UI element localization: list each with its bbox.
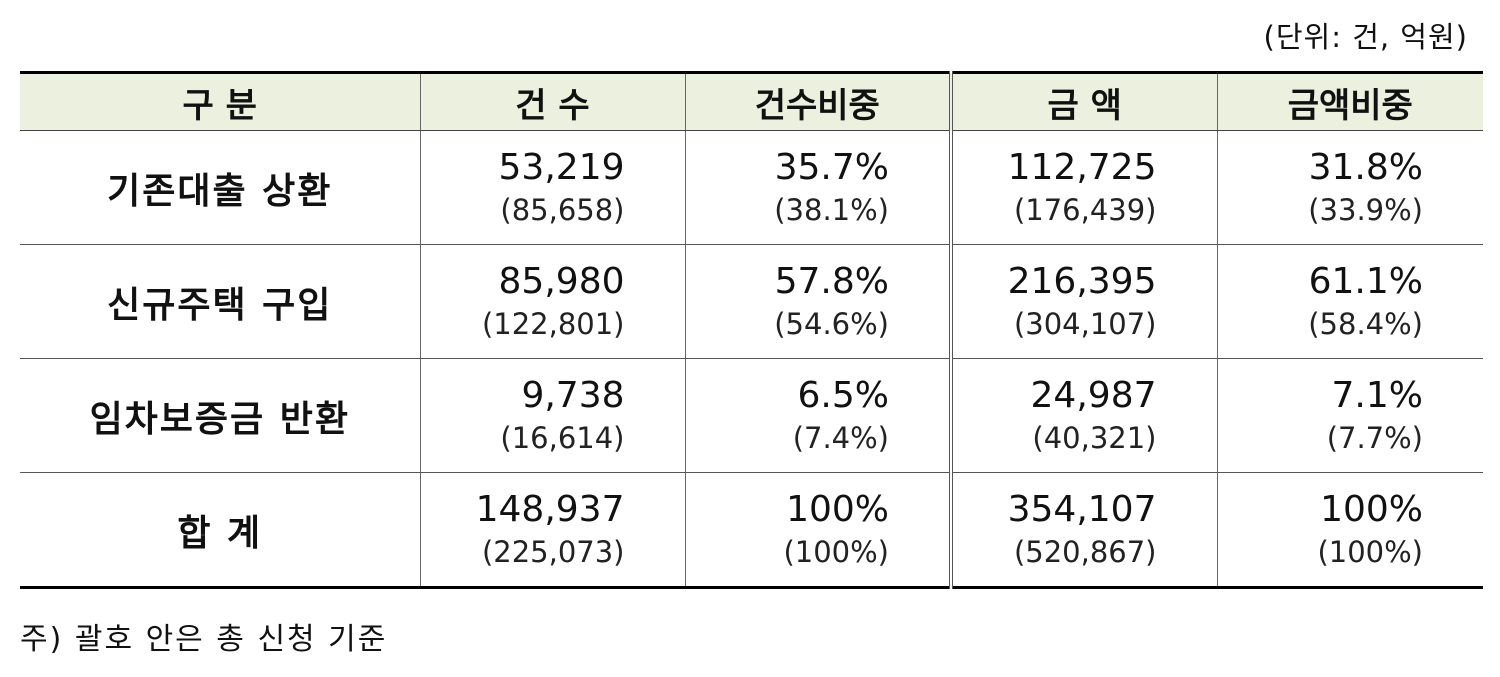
count-share-cell: 57.8% (54.6%) bbox=[684, 244, 951, 359]
footnote: 주) 괄호 안은 총 신청 기준 bbox=[20, 622, 388, 657]
count-share-cell: 100% (100%) bbox=[684, 472, 951, 589]
amount-share-total-value: (33.9%) bbox=[1308, 192, 1423, 227]
amount-cell: 216,395 (304,107) bbox=[949, 244, 1217, 359]
count-share-total-value: (54.6%) bbox=[774, 306, 889, 341]
header-amount: 금 액 bbox=[949, 71, 1217, 131]
count-value: 53,219 bbox=[498, 146, 625, 188]
count-total-value: (85,658) bbox=[500, 192, 625, 227]
count-share-value: 6.5% bbox=[797, 374, 889, 416]
table-row-total: 합 계 148,937 (225,073) 100% (100%) 354,10… bbox=[20, 472, 1483, 589]
amount-cell: 24,987 (40,321) bbox=[949, 358, 1217, 473]
amount-value: 354,107 bbox=[1007, 488, 1157, 530]
row-category: 기존대출 상환 bbox=[20, 130, 420, 245]
count-share-cell: 6.5% (7.4%) bbox=[684, 358, 951, 473]
count-cell: 85,980 (122,801) bbox=[419, 244, 685, 359]
amount-share-cell: 31.8% (33.9%) bbox=[1216, 130, 1483, 245]
table-header-row: 구 분 건 수 건수비중 금 액 금액비중 bbox=[20, 71, 1483, 131]
amount-share-value: 100% bbox=[1320, 488, 1423, 530]
unit-label: (단위: 건, 억원) bbox=[1263, 20, 1468, 54]
amount-total-value: (176,439) bbox=[1013, 192, 1157, 227]
amount-share-value: 31.8% bbox=[1308, 146, 1423, 188]
amount-share-value: 61.1% bbox=[1308, 260, 1423, 302]
count-share-value: 57.8% bbox=[774, 260, 889, 302]
count-total-value: (16,614) bbox=[500, 420, 625, 455]
count-cell: 9,738 (16,614) bbox=[419, 358, 685, 473]
count-share-total-value: (38.1%) bbox=[774, 192, 889, 227]
amount-total-value: (40,321) bbox=[1032, 420, 1157, 455]
count-share-cell: 35.7% (38.1%) bbox=[684, 130, 951, 245]
table-row: 임차보증금 반환 9,738 (16,614) 6.5% (7.4%) 24,9… bbox=[20, 358, 1483, 473]
count-share-value: 100% bbox=[786, 488, 889, 530]
count-cell: 148,937 (225,073) bbox=[419, 472, 685, 589]
count-value: 9,738 bbox=[521, 374, 625, 416]
amount-share-total-value: (58.4%) bbox=[1308, 306, 1423, 341]
amount-share-total-value: (7.7%) bbox=[1326, 420, 1423, 455]
amount-share-cell: 100% (100%) bbox=[1216, 472, 1483, 589]
amount-share-cell: 61.1% (58.4%) bbox=[1216, 244, 1483, 359]
table-row: 기존대출 상환 53,219 (85,658) 35.7% (38.1%) 11… bbox=[20, 130, 1483, 245]
application-stats-table: 구 분 건 수 건수비중 금 액 금액비중 기존대출 상환 53,219 (85… bbox=[20, 71, 1483, 589]
count-share-total-value: (7.4%) bbox=[792, 420, 889, 455]
header-count-share: 건수비중 bbox=[684, 71, 951, 131]
amount-value: 24,987 bbox=[1030, 374, 1157, 416]
amount-share-value: 7.1% bbox=[1331, 374, 1423, 416]
row-category: 임차보증금 반환 bbox=[20, 358, 420, 473]
count-total-value: (122,801) bbox=[481, 306, 625, 341]
header-amount-share: 금액비중 bbox=[1216, 71, 1483, 131]
count-share-total-value: (100%) bbox=[783, 534, 889, 569]
table-row: 신규주택 구입 85,980 (122,801) 57.8% (54.6%) 2… bbox=[20, 244, 1483, 359]
header-count: 건 수 bbox=[419, 71, 685, 131]
count-cell: 53,219 (85,658) bbox=[419, 130, 685, 245]
amount-cell: 354,107 (520,867) bbox=[949, 472, 1217, 589]
count-total-value: (225,073) bbox=[481, 534, 625, 569]
amount-cell: 112,725 (176,439) bbox=[949, 130, 1217, 245]
row-category: 합 계 bbox=[20, 472, 420, 589]
count-value: 85,980 bbox=[498, 260, 625, 302]
row-category: 신규주택 구입 bbox=[20, 244, 420, 359]
amount-total-value: (520,867) bbox=[1013, 534, 1157, 569]
amount-share-total-value: (100%) bbox=[1317, 534, 1423, 569]
count-share-value: 35.7% bbox=[774, 146, 889, 188]
amount-value: 112,725 bbox=[1007, 146, 1157, 188]
amount-value: 216,395 bbox=[1007, 260, 1157, 302]
amount-share-cell: 7.1% (7.7%) bbox=[1216, 358, 1483, 473]
header-category: 구 분 bbox=[20, 71, 420, 131]
amount-total-value: (304,107) bbox=[1013, 306, 1157, 341]
count-value: 148,937 bbox=[475, 488, 625, 530]
